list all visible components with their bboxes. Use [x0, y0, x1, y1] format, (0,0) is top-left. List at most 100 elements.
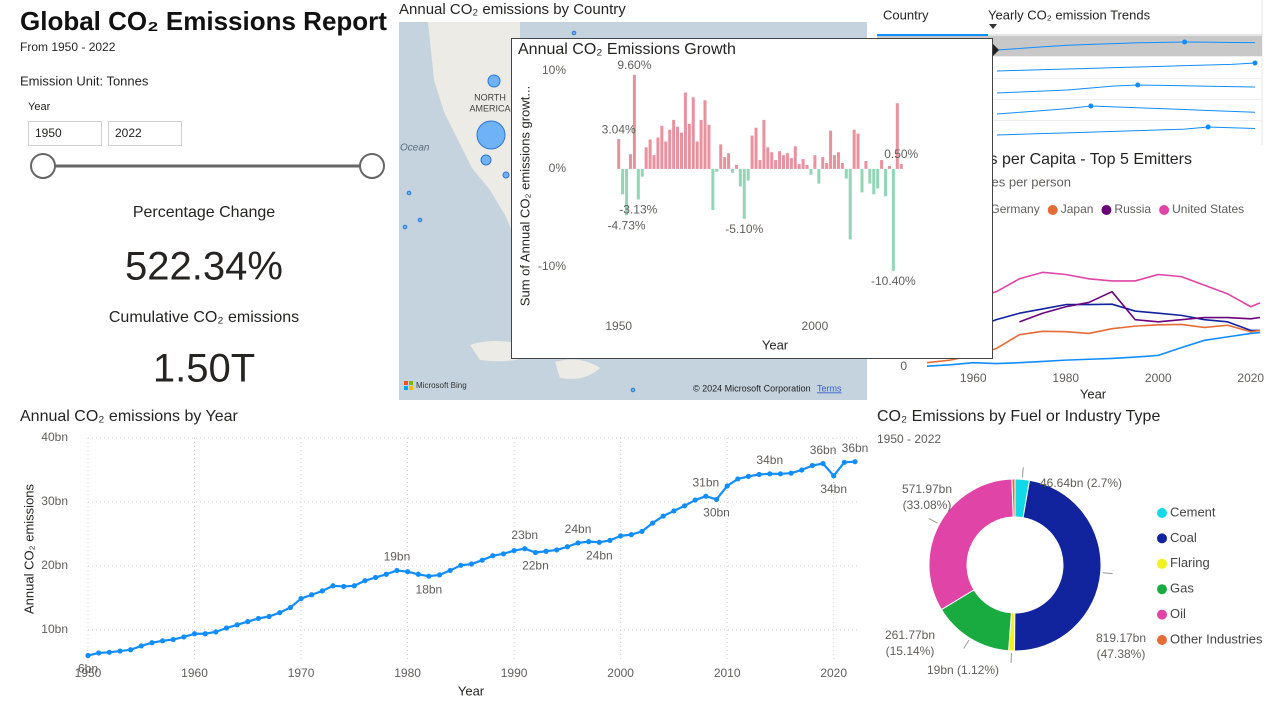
- report-subtitle: From 1950 - 2022: [20, 40, 116, 54]
- bar: [640, 168, 644, 177]
- data-label: 34bn: [756, 453, 783, 467]
- map-terms[interactable]: Terms: [817, 383, 842, 393]
- map-bubble[interactable]: [406, 190, 412, 196]
- y-tick-label: 10%: [542, 63, 566, 77]
- bar: [719, 144, 723, 169]
- data-point: [287, 604, 294, 611]
- sparkline-marker: [1135, 82, 1141, 88]
- data-point: [649, 520, 656, 526]
- bar: [852, 129, 856, 169]
- x-tick-label: 2020: [1237, 371, 1264, 385]
- map-bubble[interactable]: [630, 387, 636, 393]
- x-tick-label: 1960: [960, 371, 987, 385]
- data-point: [660, 513, 666, 519]
- leader-line: [1021, 467, 1024, 478]
- data-point: [820, 460, 826, 467]
- bar: [782, 155, 786, 169]
- data-point: [223, 625, 230, 631]
- slider-handle[interactable]: [359, 153, 385, 179]
- sparkline: [996, 84, 1256, 94]
- data-label: 24bn: [565, 522, 592, 536]
- donut-slice: [1014, 479, 1102, 652]
- start-year[interactable]: 1950: [35, 126, 62, 140]
- data-point: [319, 588, 325, 594]
- start-input[interactable]: [28, 121, 102, 146]
- x-tick-label: 2010: [714, 666, 741, 680]
- data-point: [756, 471, 762, 478]
- bar: [793, 146, 797, 169]
- bar: [821, 157, 825, 169]
- data-label: 31bn: [693, 475, 720, 489]
- end-input[interactable]: [108, 121, 182, 146]
- x-tick-label: 1980: [1052, 371, 1079, 385]
- map-bubble[interactable]: [571, 30, 577, 36]
- map-bubble[interactable]: [402, 224, 408, 230]
- data-point: [809, 462, 815, 469]
- data-point: [511, 547, 517, 554]
- bar: [679, 132, 683, 169]
- data-point: [468, 561, 475, 567]
- map-bubble[interactable]: [476, 120, 506, 150]
- data-point: [618, 533, 624, 539]
- legend-label: Japan: [1061, 202, 1094, 216]
- end-year[interactable]: 2022: [115, 126, 142, 140]
- map-bubble[interactable]: [487, 74, 501, 88]
- map-bubble[interactable]: [480, 154, 492, 166]
- data-label: 9.60%: [617, 58, 651, 72]
- sort-arrow[interactable]: [989, 24, 997, 29]
- legend-marker: [1157, 635, 1167, 645]
- bar: [723, 157, 727, 169]
- data-point: [96, 650, 102, 656]
- data-point: [138, 643, 144, 649]
- x-tick-label: 1980: [394, 666, 421, 680]
- data-label: 23bn: [511, 528, 538, 542]
- x-axis-title: Year: [1080, 386, 1107, 401]
- data-point: [202, 631, 208, 637]
- column-header[interactable]: Country: [883, 7, 929, 22]
- map-attribution: Microsoft Bing: [416, 381, 467, 390]
- data-point: [564, 544, 570, 550]
- map-title: Annual CO₂ emissions by Country: [399, 1, 626, 18]
- data-point: [149, 640, 155, 646]
- bar: [758, 160, 762, 169]
- bar: [813, 155, 817, 169]
- bar: [621, 168, 625, 195]
- data-point: [522, 546, 528, 552]
- bar: [652, 155, 656, 169]
- unit-label: Emission Unit: Tonnes: [20, 73, 149, 88]
- bar: [778, 151, 782, 169]
- map-bubble[interactable]: [502, 171, 510, 179]
- legend-label: Cement: [1170, 504, 1216, 519]
- x-axis-title: Year: [458, 683, 485, 698]
- data-label: -5.10%: [725, 222, 763, 236]
- filter-label: Year: [28, 101, 51, 113]
- data-point: [383, 571, 389, 577]
- data-point: [586, 539, 592, 545]
- map-bubble[interactable]: [417, 217, 423, 223]
- sparkline-marker: [1205, 124, 1211, 130]
- bar: [891, 168, 895, 271]
- map-copyright: © 2024 Microsoft Corporation: [693, 383, 811, 393]
- x-tick-label: 2000: [607, 666, 634, 680]
- x-tick-label: 1990: [501, 666, 528, 680]
- data-label: 46.64bn (2.7%): [1040, 476, 1123, 490]
- y-tick-label: -10%: [538, 259, 566, 273]
- sparkline-marker: [1182, 39, 1188, 45]
- data-point: [575, 540, 581, 546]
- bar: [817, 168, 821, 184]
- tooltip-box: [511, 38, 993, 359]
- data-label: 36bn: [842, 441, 869, 455]
- legend-marker: [1157, 533, 1167, 544]
- slider-handle[interactable]: [30, 153, 56, 179]
- leader-line: [1102, 572, 1113, 575]
- map-land: [470, 341, 600, 379]
- bar: [648, 139, 652, 169]
- legend-label: Russia: [1114, 202, 1151, 216]
- bar: [711, 168, 715, 211]
- column-header[interactable]: Yearly CO₂ emission Trends: [988, 7, 1151, 22]
- data-point: [500, 551, 507, 557]
- data-point: [128, 647, 134, 653]
- kpi-label: Percentage Change: [133, 204, 275, 221]
- kpi-label: Cumulative CO₂ emissions: [109, 309, 299, 326]
- series-line: [1019, 290, 1261, 323]
